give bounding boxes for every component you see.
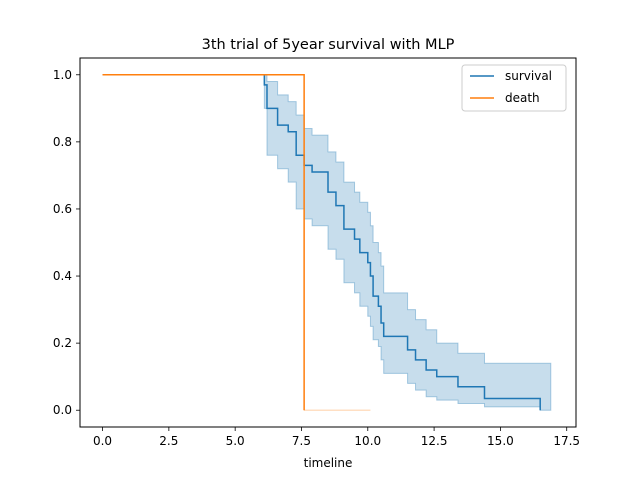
plot-area [102,74,552,411]
x-tick-label: 17.5 [553,434,580,448]
y-tick-label: 0.2 [53,336,72,350]
x-tick-label: 2.5 [159,434,178,448]
x-tick-label: 15.0 [487,434,514,448]
axes-frame [79,57,577,428]
x-tick-label: 7.5 [292,434,311,448]
x-axis-title: timeline [304,456,353,470]
legend-label-survival: survival [505,69,552,83]
y-tick-label: 1.0 [53,68,72,82]
y-tick-label: 0.0 [53,403,72,417]
legend-label-death: death [505,91,540,105]
x-tick-label: 5.0 [226,434,245,448]
x-tick-label: 12.5 [421,434,448,448]
survival-line [102,74,541,411]
x-tick-label: 10.0 [354,434,381,448]
chart-title: 3th trial of 5year survival with MLP [202,37,455,53]
death-line [102,74,305,411]
survival-confidence-band [261,74,552,411]
y-tick-label: 0.4 [53,269,72,283]
x-axis: 0.0 2.5 5.0 7.5 10.0 12.5 15.0 17.5 [93,427,580,448]
x-tick-label: 0.0 [93,434,112,448]
y-axis: 0.0 0.2 0.4 0.6 0.8 1.0 [53,68,80,417]
y-tick-label: 0.6 [53,202,72,216]
y-tick-label: 0.8 [53,135,72,149]
legend: survival death [461,64,567,112]
